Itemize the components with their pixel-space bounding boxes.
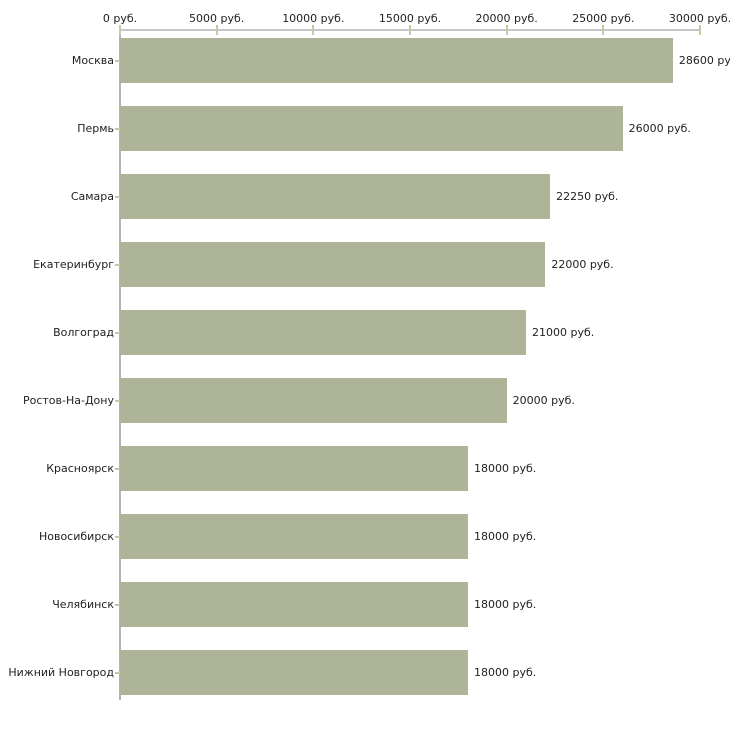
bar [120,310,526,355]
value-label: 22250 руб. [556,189,619,203]
x-tick-label: 5000 руб. [189,12,245,25]
x-tick-label: 25000 руб. [572,12,635,25]
value-label: 21000 руб. [532,325,595,339]
y-tick-mark [115,59,120,62]
value-label: 26000 руб. [628,121,691,135]
x-tick-mark [409,25,411,35]
x-tick-mark [505,25,508,35]
category-label: Москва [71,53,114,67]
bar [120,242,546,287]
x-tick-label: 10000 руб. [282,12,345,25]
x-tick-mark [602,25,605,35]
bar [120,650,468,695]
category-label: Челябинск [52,597,114,611]
value-label: 20000 руб. [512,393,575,407]
x-tick-label: 30000 руб. [668,12,730,25]
value-label: 18000 руб. [474,597,537,611]
bar [120,174,551,219]
category-label: Нижний Новгород [8,665,114,679]
y-tick-mark [115,331,120,334]
y-tick-mark [115,127,120,130]
x-tick-label: 15000 руб. [378,12,442,25]
bar [120,514,468,559]
y-tick-mark [115,671,120,674]
category-label: Ростов-На-Дону [22,393,114,407]
value-label: 18000 руб. [474,665,537,679]
category-label: Екатеринбург [33,257,114,271]
y-tick-mark [115,399,120,402]
x-tick-mark [215,25,218,35]
y-tick-mark [115,467,120,470]
category-label: Пермь [77,121,114,135]
y-tick-mark [115,263,120,266]
bar [120,378,507,423]
y-tick-mark [115,535,120,538]
category-label: Новосибирск [38,529,114,543]
value-label: 28600 руб. [678,53,730,67]
y-tick-mark [115,603,120,606]
x-tick-label: 0 руб. [102,12,138,25]
bar [120,106,623,151]
bar [120,38,673,83]
value-label: 22000 руб. [551,257,614,271]
x-tick-label: 20000 руб. [475,12,538,25]
bar [120,446,468,491]
value-label: 18000 руб. [474,461,537,475]
category-label: Самара [70,189,114,203]
category-label: Красноярск [46,461,114,475]
bar [120,582,468,627]
y-tick-mark [115,195,120,198]
value-label: 18000 руб. [474,529,537,543]
x-tick-mark [312,25,315,35]
category-label: Волгоград [53,325,114,339]
y-axis-line [119,30,121,700]
x-tick-mark [699,25,701,35]
x-tick-mark [119,25,121,35]
